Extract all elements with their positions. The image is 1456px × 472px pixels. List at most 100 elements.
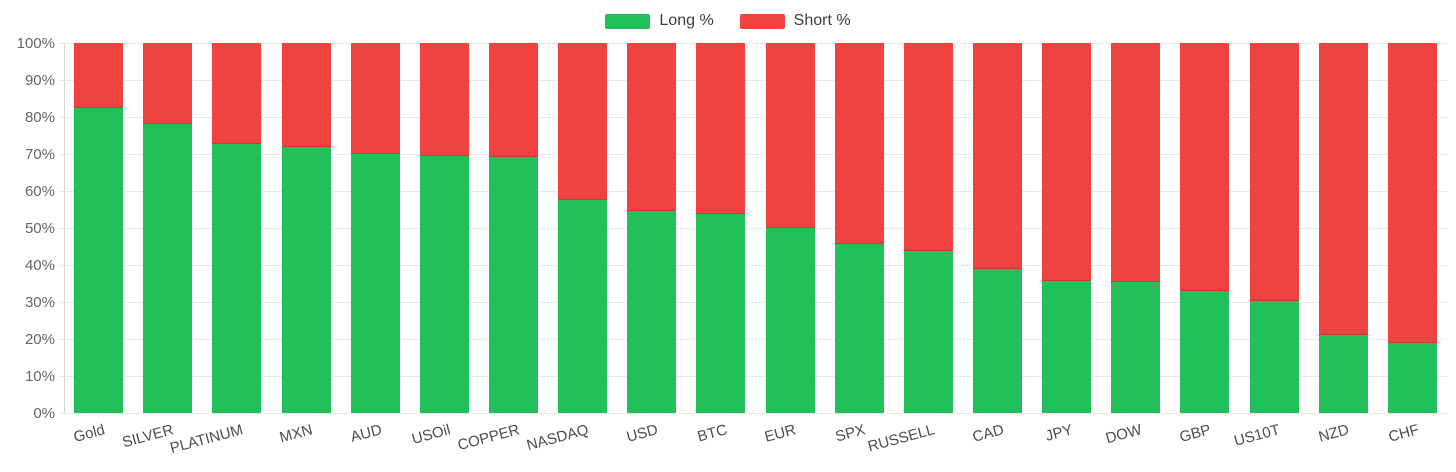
bar-segment-short[interactable]	[1042, 43, 1092, 281]
x-axis-label-eur: EUR	[763, 421, 799, 446]
bar-segment-short[interactable]	[1387, 43, 1437, 344]
bar-eur[interactable]	[765, 43, 815, 413]
bar-btc[interactable]	[696, 43, 746, 413]
bar-segment-long[interactable]	[558, 199, 608, 413]
gridline-40pct	[58, 264, 1447, 266]
x-axis-label-usoil: USOil	[410, 421, 453, 448]
bar-segment-long[interactable]	[281, 146, 331, 413]
chart-legend: Long % Short %	[0, 12, 1456, 30]
bar-segment-long[interactable]	[1249, 300, 1299, 413]
x-axis-label-nasdaq: NASDAQ	[525, 421, 591, 455]
bar-segment-short[interactable]	[765, 43, 815, 228]
bar-segment-short[interactable]	[350, 43, 400, 154]
bar-segment-short[interactable]	[419, 43, 469, 156]
bar-segment-long[interactable]	[143, 124, 193, 413]
bar-segment-short[interactable]	[1249, 43, 1299, 301]
bar-segment-long[interactable]	[488, 156, 538, 413]
bar-usoil[interactable]	[419, 43, 469, 413]
bar-russell[interactable]	[903, 43, 953, 413]
bar-segment-long[interactable]	[419, 155, 469, 413]
x-axis-label-usd: USD	[624, 421, 660, 446]
bar-spx[interactable]	[834, 43, 884, 413]
bar-segment-short[interactable]	[1318, 43, 1368, 335]
legend-item-short[interactable]: Short %	[739, 12, 851, 30]
x-axis-label-jpy: JPY	[1043, 421, 1075, 445]
bar-segment-short[interactable]	[143, 43, 193, 125]
bar-segment-long[interactable]	[627, 210, 677, 413]
gridline-50pct	[58, 227, 1447, 229]
bar-segment-short[interactable]	[558, 43, 608, 200]
x-axis-label-dow: DOW	[1104, 421, 1144, 448]
bar-segment-short[interactable]	[488, 43, 538, 157]
bar-segment-short[interactable]	[903, 43, 953, 251]
bar-segment-short[interactable]	[1180, 43, 1230, 291]
gridline-100pct	[58, 42, 1447, 44]
gridline-20pct	[58, 338, 1447, 340]
y-tick-label: 80%	[24, 108, 55, 126]
bar-silver[interactable]	[143, 43, 193, 413]
gridline-10pct	[58, 375, 1447, 377]
bar-segment-short[interactable]	[834, 43, 884, 244]
bar-segment-long[interactable]	[350, 154, 400, 413]
gridline-30pct	[58, 301, 1447, 303]
y-tick-label: 50%	[24, 219, 55, 237]
bar-cad[interactable]	[973, 43, 1023, 413]
x-axis-label-btc: BTC	[695, 421, 730, 446]
x-axis-label-nzd: NZD	[1317, 421, 1352, 446]
bar-segment-long[interactable]	[834, 243, 884, 413]
y-tick-label: 0%	[33, 404, 55, 422]
bar-nasdaq[interactable]	[558, 43, 608, 413]
x-axis-label-copper: COPPER	[455, 421, 522, 455]
bar-segment-long[interactable]	[1042, 280, 1092, 413]
bar-mxn[interactable]	[281, 43, 331, 413]
bar-aud[interactable]	[350, 43, 400, 413]
gridline-90pct	[58, 79, 1447, 81]
gridline-80pct	[58, 116, 1447, 118]
legend-item-long[interactable]: Long %	[605, 12, 714, 30]
bar-segment-short[interactable]	[212, 43, 262, 145]
x-axis-label-russell: RUSSELL	[866, 421, 937, 456]
bar-segment-short[interactable]	[1111, 43, 1161, 283]
bar-chf[interactable]	[1387, 43, 1437, 413]
y-tick-label: 90%	[24, 71, 55, 89]
bar-platinum[interactable]	[212, 43, 262, 413]
bar-us10t[interactable]	[1249, 43, 1299, 413]
bar-segment-long[interactable]	[74, 108, 124, 413]
bar-segment-short[interactable]	[696, 43, 746, 214]
bar-gbp[interactable]	[1180, 43, 1230, 413]
bar-nzd[interactable]	[1318, 43, 1368, 413]
bar-segment-long[interactable]	[1318, 334, 1368, 413]
bar-gold[interactable]	[74, 43, 124, 413]
bar-segment-short[interactable]	[281, 43, 331, 147]
y-tick-label: 60%	[24, 182, 55, 200]
x-axis-label-aud: AUD	[348, 421, 384, 446]
bar-segment-long[interactable]	[1111, 282, 1161, 413]
bar-segment-short[interactable]	[973, 43, 1023, 270]
bar-segment-short[interactable]	[74, 43, 124, 109]
bar-segment-long[interactable]	[903, 250, 953, 413]
bar-copper[interactable]	[488, 43, 538, 413]
x-axis-label-gbp: GBP	[1178, 421, 1214, 446]
legend-label: Long %	[659, 12, 714, 29]
bar-segment-long[interactable]	[212, 144, 262, 413]
bar-usd[interactable]	[627, 43, 677, 413]
x-axis-label-mxn: MXN	[277, 421, 315, 447]
bar-segment-long[interactable]	[696, 213, 746, 413]
x-axis-label-silver: SILVER	[120, 421, 176, 452]
bar-segment-long[interactable]	[973, 269, 1023, 413]
x-axis-label-spx: SPX	[833, 421, 868, 446]
y-tick-label: 40%	[24, 256, 55, 274]
plot-area	[58, 42, 1447, 414]
legend-swatch-long	[605, 13, 651, 29]
y-tick-label: 100%	[16, 34, 55, 52]
bar-segment-long[interactable]	[1180, 290, 1230, 413]
x-axis-label-platinum: PLATINUM	[168, 421, 245, 458]
gridline-0pct	[58, 412, 1447, 414]
bar-jpy[interactable]	[1042, 43, 1092, 413]
x-axis-label-cad: CAD	[970, 421, 1006, 446]
bar-dow[interactable]	[1111, 43, 1161, 413]
bar-segment-short[interactable]	[627, 43, 677, 211]
bar-segment-long[interactable]	[1387, 343, 1437, 413]
bar-segment-long[interactable]	[765, 228, 815, 413]
